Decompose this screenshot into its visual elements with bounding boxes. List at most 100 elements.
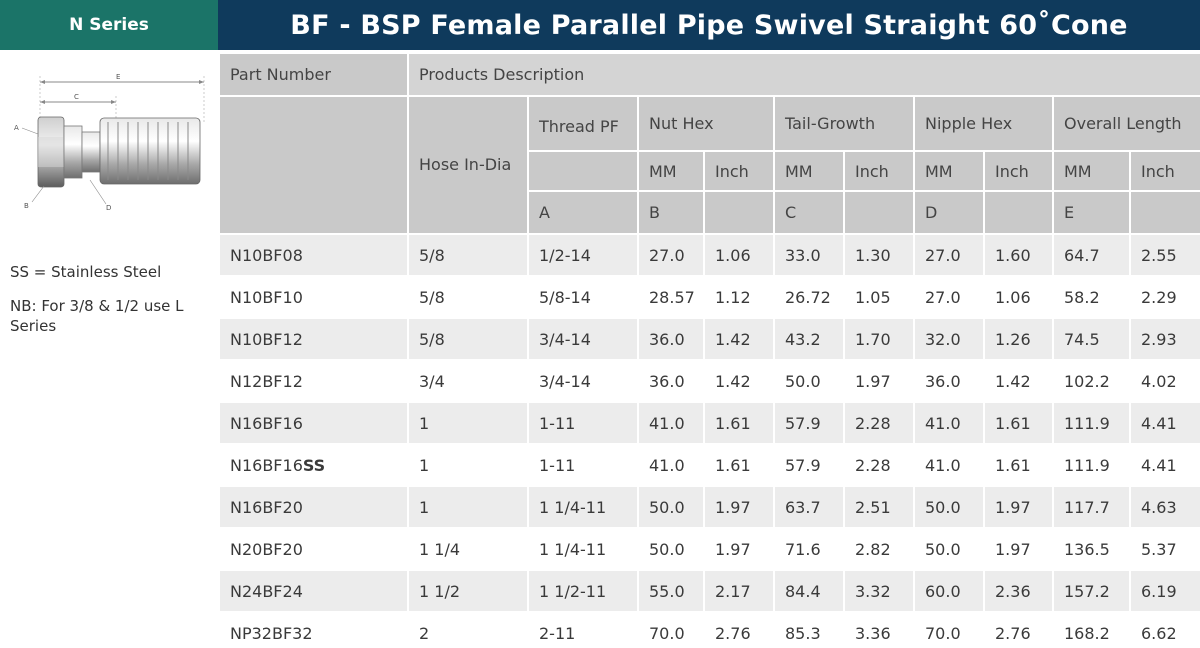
cell-nut-mm: 36.0 xyxy=(637,359,705,403)
cell-hose: 5/8 xyxy=(407,233,529,277)
cell-tail-inch: 2.28 xyxy=(843,401,915,445)
header-blank-2 xyxy=(843,190,915,235)
table-row: N16BF20 1 1 1/4-11 50.0 1.97 63.7 2.51 5… xyxy=(218,485,1200,529)
cell-tail-mm: 43.2 xyxy=(773,317,845,361)
cell-nut-mm: 41.0 xyxy=(637,401,705,445)
cell-nipple-inch: 1.61 xyxy=(983,443,1054,487)
cell-nipple-mm: 27.0 xyxy=(913,233,985,277)
cell-nipple-mm: 32.0 xyxy=(913,317,985,361)
cell-overall-mm: 58.2 xyxy=(1052,275,1131,319)
header-overall-inch: Inch xyxy=(1128,150,1200,192)
header-part-number-blank xyxy=(218,95,409,235)
cell-tail-inch: 3.36 xyxy=(843,611,915,648)
cell-tail-mm: 71.6 xyxy=(773,527,845,571)
cell-thread: 1 1/4-11 xyxy=(527,485,639,529)
header-overall-mm: MM xyxy=(1052,150,1131,192)
header-nipple-mm: MM xyxy=(913,150,985,192)
cell-nipple-mm: 60.0 xyxy=(913,569,985,613)
cell-tail-inch: 1.97 xyxy=(843,359,915,403)
cell-nipple-mm: 70.0 xyxy=(913,611,985,648)
part-number-text: N16BF16 xyxy=(230,455,303,475)
stainless-steel-suffix: SS xyxy=(302,455,326,475)
cell-part: N10BF12 xyxy=(218,317,409,361)
header-tail-mm: MM xyxy=(773,150,845,192)
header-col-d: D xyxy=(913,190,985,235)
cell-part: NP32BF32 xyxy=(218,611,409,648)
cell-overall-mm: 117.7 xyxy=(1052,485,1131,529)
cell-tail-inch: 1.30 xyxy=(843,233,915,277)
table-row: N16BF16SS 1 1-11 41.0 1.61 57.9 2.28 41.… xyxy=(218,443,1200,487)
cell-nut-inch: 1.97 xyxy=(703,527,775,571)
table-row: N20BF20 1 1/4 1 1/4-11 50.0 1.97 71.6 2.… xyxy=(218,527,1200,571)
cell-nipple-inch: 1.26 xyxy=(983,317,1054,361)
cell-tail-mm: 57.9 xyxy=(773,443,845,487)
table-row: NP32BF32 2 2-11 70.0 2.76 85.3 3.36 70.0… xyxy=(218,611,1200,648)
cell-tail-mm: 84.4 xyxy=(773,569,845,613)
note-series: NB: For 3/8 & 1/2 use L Series xyxy=(10,297,184,335)
header-blank-3 xyxy=(983,190,1054,235)
dim-label-b: B xyxy=(24,202,29,210)
cell-hose: 1 xyxy=(407,443,529,487)
dim-label-c: C xyxy=(74,93,79,101)
cell-nut-inch: 2.17 xyxy=(703,569,775,613)
cell-thread: 1 1/4-11 xyxy=(527,527,639,571)
header-thread-pf: Thread PF xyxy=(527,95,639,152)
cell-nipple-mm: 41.0 xyxy=(913,401,985,445)
cell-part: N16BF20 xyxy=(218,485,409,529)
cell-nipple-inch: 1.97 xyxy=(983,485,1054,529)
cell-hose: 1 1/4 xyxy=(407,527,529,571)
cell-nut-inch: 1.12 xyxy=(703,275,775,319)
cell-nut-mm: 28.57 xyxy=(637,275,705,319)
cell-nut-mm: 41.0 xyxy=(637,443,705,487)
cell-overall-inch: 4.41 xyxy=(1128,443,1200,487)
cell-part: N16BF16 xyxy=(218,401,409,445)
header-nipple-inch: Inch xyxy=(983,150,1054,192)
cell-nut-mm: 36.0 xyxy=(637,317,705,361)
header-nipple-hex: Nipple Hex xyxy=(913,95,1054,152)
cell-overall-inch: 4.41 xyxy=(1128,401,1200,445)
cell-nut-mm: 70.0 xyxy=(637,611,705,648)
cell-overall-inch: 4.63 xyxy=(1128,485,1200,529)
cell-hose: 1 xyxy=(407,485,529,529)
cell-overall-inch: 2.29 xyxy=(1128,275,1200,319)
cell-nipple-mm: 50.0 xyxy=(913,527,985,571)
cell-nut-inch: 1.61 xyxy=(703,401,775,445)
cell-tail-inch: 2.51 xyxy=(843,485,915,529)
cell-nut-mm: 50.0 xyxy=(637,527,705,571)
cell-tail-inch: 2.28 xyxy=(843,443,915,487)
cell-thread: 1-11 xyxy=(527,401,639,445)
dim-label-a: A xyxy=(14,124,19,132)
cell-thread: 2-11 xyxy=(527,611,639,648)
cell-nipple-inch: 2.76 xyxy=(983,611,1054,648)
dim-label-d: D xyxy=(106,204,111,212)
cell-overall-inch: 6.62 xyxy=(1128,611,1200,648)
cell-part: N24BF24 xyxy=(218,569,409,613)
cell-part: N10BF10 xyxy=(218,275,409,319)
header-overall-length: Overall Length xyxy=(1051,95,1200,152)
cell-nut-mm: 27.0 xyxy=(637,233,705,277)
cell-overall-mm: 64.7 xyxy=(1052,233,1131,277)
table-row: N24BF24 1 1/2 1 1/2-11 55.0 2.17 84.4 3.… xyxy=(218,569,1200,613)
cell-hose: 1 xyxy=(407,401,529,445)
cell-nut-inch: 1.06 xyxy=(703,233,775,277)
cell-thread: 1/2-14 xyxy=(527,233,639,277)
cell-overall-inch: 6.19 xyxy=(1128,569,1200,613)
cell-part: N10BF08 xyxy=(218,233,409,277)
header-col-b: B xyxy=(637,190,705,235)
table-row: N16BF16 1 1-11 41.0 1.61 57.9 2.28 41.0 … xyxy=(218,401,1200,445)
table-row: N10BF10 5/8 5/8-14 28.57 1.12 26.72 1.05… xyxy=(218,275,1200,319)
cell-nipple-mm: 41.0 xyxy=(913,443,985,487)
header-nut-hex: Nut Hex xyxy=(637,95,775,152)
header-part-number: Part Number xyxy=(218,52,409,97)
cell-nut-inch: 2.76 xyxy=(703,611,775,648)
cell-tail-mm: 57.9 xyxy=(773,401,845,445)
cell-hose: 1 1/2 xyxy=(407,569,529,613)
cell-hose: 3/4 xyxy=(407,359,529,403)
header-tail-growth: Tail-Growth xyxy=(773,95,915,152)
header-products-description: Products Description xyxy=(406,52,1200,97)
cell-overall-mm: 102.2 xyxy=(1052,359,1131,403)
cell-overall-inch: 5.37 xyxy=(1128,527,1200,571)
cell-nipple-inch: 1.60 xyxy=(983,233,1054,277)
cell-nipple-inch: 1.61 xyxy=(983,401,1054,445)
fitting-diagram: E C A B D xyxy=(14,73,205,212)
